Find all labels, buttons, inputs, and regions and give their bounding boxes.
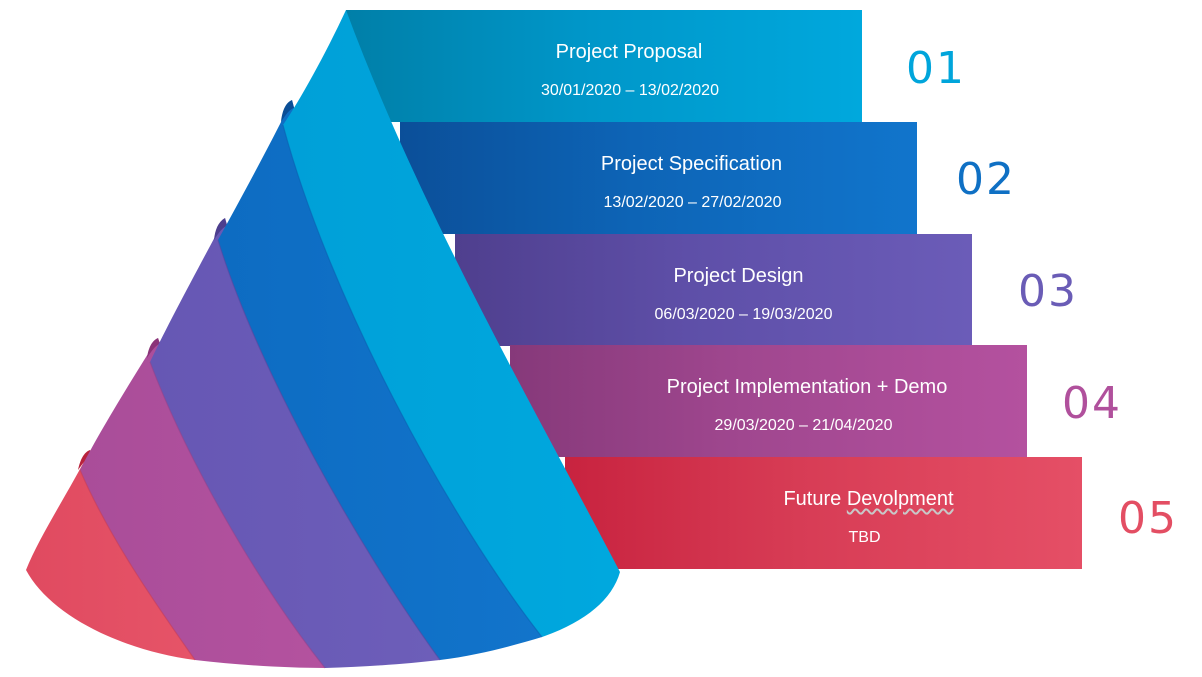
cone-stripe-3: [150, 218, 440, 668]
step-4-number: 04: [1062, 378, 1122, 429]
cone-stripe-5: [26, 450, 195, 660]
step-2-number: 02: [956, 154, 1016, 205]
step-4-dates: 29/03/2020 – 21/04/2020: [714, 417, 893, 434]
step-2-dates: 13/02/2020 – 27/02/2020: [603, 194, 782, 211]
step-5-dates: TBD: [848, 529, 881, 546]
step-1-number: 01: [906, 43, 966, 94]
step-5-number: 05: [1118, 493, 1178, 544]
step-5-title: Future Devolpment: [565, 487, 1082, 511]
band-step-2: Project Specification 13/02/2020 – 27/02…: [400, 122, 917, 234]
cone-edge-4: [79, 469, 196, 661]
step-3-dates: 06/03/2020 – 19/03/2020: [654, 306, 833, 323]
band-step-1: Project Proposal 30/01/2020 – 13/02/2020: [346, 10, 862, 122]
cone-stripe-3-lip: [214, 218, 227, 240]
cone-stripe-4: [80, 338, 325, 668]
cone-stripe-2-lip: [281, 100, 294, 122]
band-step-5: Future Devolpment TBD: [565, 457, 1082, 569]
step-2-title: Project Specification: [600, 153, 783, 175]
step-5-title-part-2: Devolpment: [846, 488, 954, 510]
step-4-title: Project Implementation + Demo: [666, 376, 948, 398]
band-step-3: Project Design 06/03/2020 – 19/03/2020: [455, 234, 972, 346]
cone-stripe-5-lip: [78, 450, 92, 470]
cone-edge-2: [217, 239, 441, 661]
step-3-number: 03: [1018, 266, 1078, 317]
cone-stripe-4-lip: [147, 338, 160, 358]
step-3-title: Project Design: [673, 265, 804, 287]
cone-edge-3: [149, 361, 326, 669]
band-step-4: Project Implementation + Demo 29/03/2020…: [510, 345, 1027, 457]
step-5-title-part-1: Future: [783, 488, 847, 510]
step-1-title: Project Proposal: [555, 41, 703, 63]
step-1-dates: 30/01/2020 – 13/02/2020: [541, 82, 719, 99]
